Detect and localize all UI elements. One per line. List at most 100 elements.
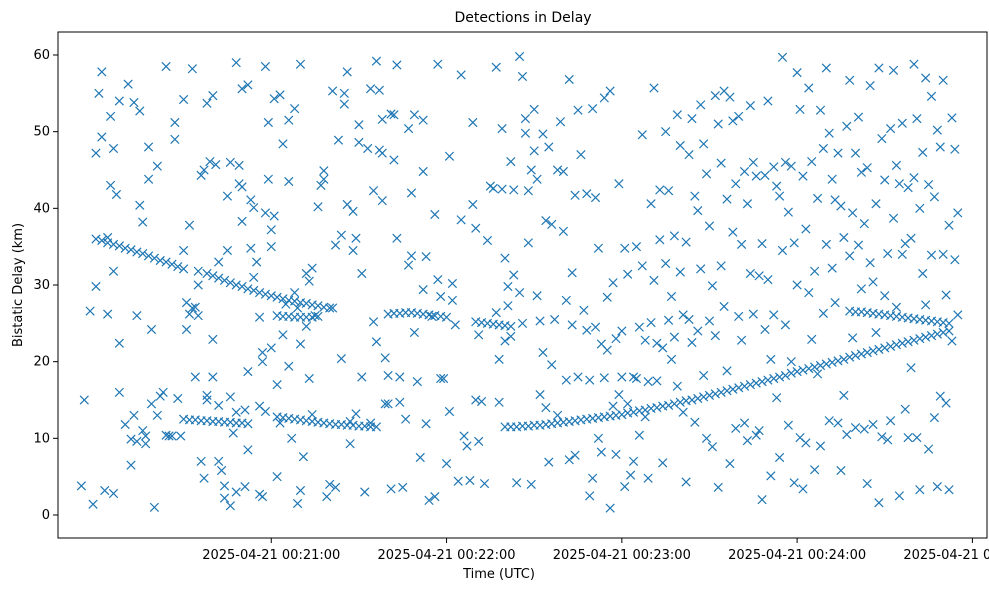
data-point bbox=[582, 189, 592, 199]
data-point bbox=[100, 485, 110, 496]
data-point bbox=[821, 239, 831, 249]
data-point bbox=[716, 158, 726, 168]
data-point bbox=[585, 375, 595, 385]
data-point bbox=[845, 75, 855, 85]
data-point bbox=[365, 84, 376, 94]
data-point bbox=[728, 116, 738, 126]
data-point bbox=[295, 59, 306, 69]
data-point bbox=[643, 376, 653, 387]
data-point bbox=[541, 403, 551, 413]
y-axis: 0 10 20 30 40 50 60 bbox=[33, 48, 58, 523]
data-point bbox=[760, 324, 770, 335]
data-point bbox=[935, 142, 945, 152]
data-point bbox=[888, 65, 899, 75]
data-point bbox=[494, 354, 504, 364]
data-point bbox=[827, 174, 837, 184]
data-point bbox=[228, 428, 238, 438]
data-point bbox=[275, 418, 285, 428]
data-point bbox=[620, 482, 630, 492]
data-point bbox=[666, 291, 677, 302]
data-point bbox=[225, 501, 235, 511]
data-point bbox=[535, 390, 545, 400]
data-point bbox=[725, 92, 735, 102]
data-point bbox=[731, 179, 741, 189]
data-point bbox=[734, 111, 744, 121]
data-point bbox=[649, 275, 659, 286]
data-point bbox=[243, 284, 253, 294]
data-point bbox=[444, 151, 455, 161]
data-point bbox=[184, 220, 195, 230]
data-point bbox=[850, 350, 861, 361]
data-point bbox=[710, 389, 720, 399]
data-point bbox=[214, 273, 224, 283]
data-point bbox=[877, 432, 887, 442]
data-point bbox=[915, 485, 925, 495]
data-point bbox=[623, 269, 633, 279]
data-point bbox=[918, 147, 928, 157]
data-point bbox=[336, 353, 346, 364]
data-point bbox=[512, 478, 522, 488]
data-point bbox=[751, 171, 761, 181]
data-point bbox=[325, 479, 335, 489]
data-point bbox=[132, 311, 142, 321]
data-point bbox=[287, 433, 297, 443]
data-point bbox=[199, 473, 209, 483]
data-point bbox=[766, 354, 776, 364]
data-point bbox=[377, 114, 387, 125]
data-point bbox=[620, 243, 630, 253]
data-point bbox=[237, 281, 247, 292]
data-point bbox=[231, 280, 241, 290]
data-point bbox=[862, 163, 872, 173]
data-point bbox=[625, 470, 636, 480]
chart-title: Detections in Delay bbox=[454, 10, 591, 26]
data-point bbox=[710, 330, 720, 341]
data-point bbox=[918, 268, 928, 279]
data-point bbox=[950, 255, 960, 265]
data-point bbox=[103, 309, 113, 319]
data-point bbox=[847, 333, 858, 343]
data-point bbox=[167, 259, 177, 269]
data-point bbox=[129, 97, 139, 108]
data-point bbox=[839, 354, 849, 364]
data-point bbox=[351, 409, 361, 419]
data-point bbox=[105, 180, 116, 190]
data-point bbox=[547, 219, 557, 230]
data-point bbox=[105, 111, 116, 121]
data-point bbox=[330, 240, 341, 250]
data-point bbox=[573, 372, 583, 382]
data-point bbox=[208, 334, 218, 345]
data-point bbox=[243, 367, 253, 377]
data-point bbox=[316, 180, 326, 190]
data-point bbox=[637, 261, 647, 271]
data-point bbox=[453, 476, 463, 486]
data-point bbox=[506, 331, 516, 341]
data-point bbox=[114, 387, 124, 397]
data-point bbox=[704, 221, 715, 231]
data-point bbox=[322, 491, 332, 502]
data-point bbox=[500, 253, 510, 263]
data-point bbox=[278, 139, 288, 149]
data-point bbox=[921, 73, 931, 83]
data-point bbox=[178, 264, 189, 274]
data-point bbox=[734, 383, 744, 393]
data-point bbox=[138, 426, 148, 436]
data-point bbox=[640, 405, 650, 415]
data-point bbox=[769, 162, 779, 172]
data-point bbox=[690, 191, 700, 201]
data-point bbox=[471, 395, 481, 405]
data-point bbox=[661, 258, 671, 269]
data-point bbox=[865, 81, 875, 91]
data-point bbox=[216, 465, 227, 476]
data-point bbox=[763, 275, 773, 285]
data-point bbox=[269, 211, 279, 221]
data-point bbox=[561, 375, 571, 385]
data-point bbox=[748, 309, 758, 319]
data-point bbox=[874, 498, 884, 508]
data-point bbox=[687, 337, 697, 348]
data-point bbox=[623, 399, 633, 409]
data-point bbox=[617, 372, 627, 382]
data-point bbox=[441, 459, 452, 469]
data-point bbox=[514, 51, 525, 62]
data-point bbox=[193, 280, 203, 290]
